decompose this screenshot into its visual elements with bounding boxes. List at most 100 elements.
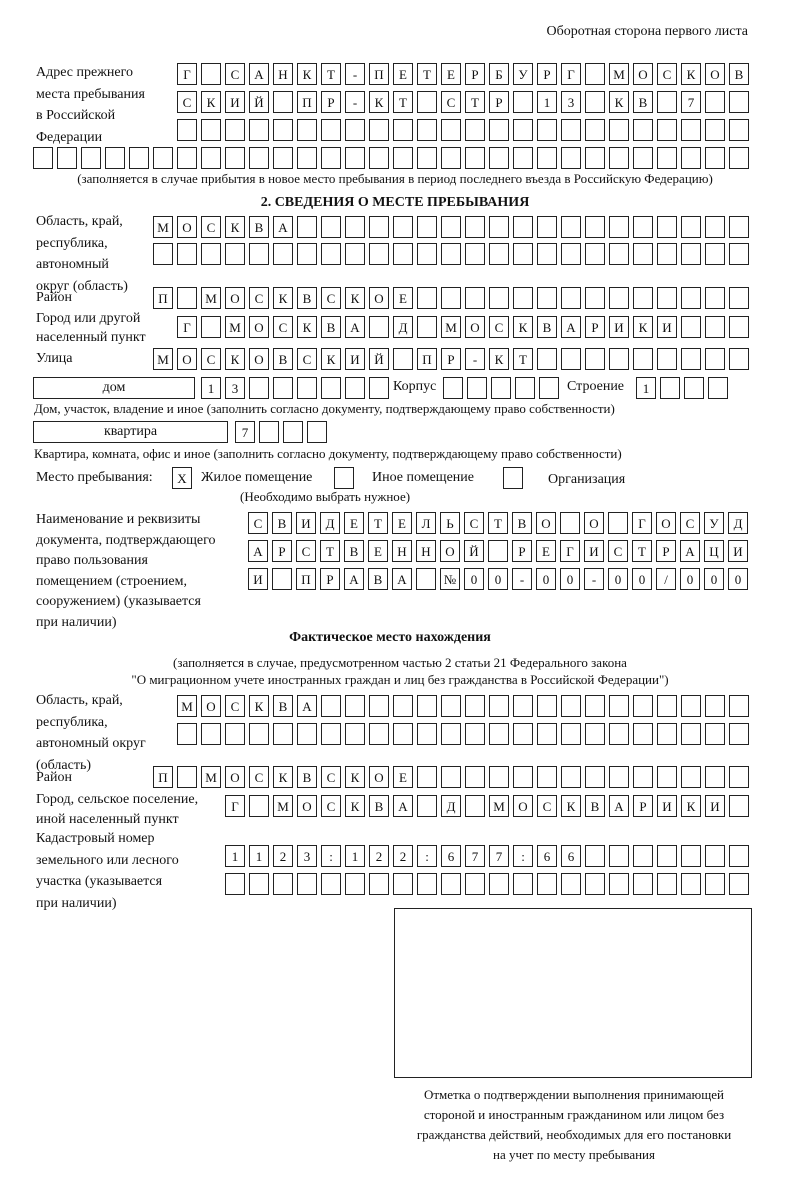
char-cell[interactable] xyxy=(609,287,629,309)
char-cell[interactable]: 2 xyxy=(393,845,413,867)
char-cell[interactable]: У xyxy=(513,63,533,85)
char-cell[interactable] xyxy=(585,147,605,169)
char-cell[interactable] xyxy=(585,695,605,717)
char-cell[interactable] xyxy=(321,243,341,265)
char-cell[interactable]: А xyxy=(680,540,700,562)
char-cell[interactable]: В xyxy=(273,348,293,370)
char-cell[interactable]: С xyxy=(296,540,316,562)
char-cell[interactable]: И xyxy=(248,568,268,590)
char-cell[interactable] xyxy=(681,766,701,788)
char-cell[interactable] xyxy=(681,845,701,867)
char-cell[interactable]: Д xyxy=(393,316,413,338)
char-cell[interactable]: : xyxy=(417,845,437,867)
char-cell[interactable] xyxy=(657,348,677,370)
char-cell[interactable]: В xyxy=(368,568,388,590)
char-cell[interactable] xyxy=(489,147,509,169)
char-cell[interactable]: В xyxy=(369,795,389,817)
char-cell[interactable]: Е xyxy=(536,540,556,562)
char-cell[interactable]: 0 xyxy=(488,568,508,590)
char-cell[interactable]: Т xyxy=(320,540,340,562)
char-cell[interactable] xyxy=(537,873,557,895)
char-cell[interactable]: К xyxy=(561,795,581,817)
char-cell[interactable] xyxy=(321,873,341,895)
char-cell[interactable] xyxy=(708,377,728,399)
char-cell[interactable] xyxy=(273,873,293,895)
char-cell[interactable] xyxy=(513,766,533,788)
char-cell[interactable] xyxy=(201,243,221,265)
char-cell[interactable] xyxy=(369,119,389,141)
char-cell[interactable] xyxy=(225,243,245,265)
char-cell[interactable] xyxy=(417,723,437,745)
char-cell[interactable] xyxy=(417,873,437,895)
char-cell[interactable]: О xyxy=(656,512,676,534)
char-cell[interactable] xyxy=(609,873,629,895)
char-cell[interactable] xyxy=(417,147,437,169)
char-cell[interactable] xyxy=(393,873,413,895)
char-cell[interactable] xyxy=(537,119,557,141)
char-cell[interactable] xyxy=(513,243,533,265)
char-cell[interactable]: О xyxy=(201,695,221,717)
char-cell[interactable] xyxy=(441,216,461,238)
char-cell[interactable] xyxy=(321,119,341,141)
char-cell[interactable]: И xyxy=(657,795,677,817)
char-cell[interactable]: О xyxy=(705,63,725,85)
char-cell[interactable]: П xyxy=(417,348,437,370)
char-cell[interactable]: Р xyxy=(656,540,676,562)
char-cell[interactable] xyxy=(489,695,509,717)
char-cell[interactable]: Е xyxy=(393,287,413,309)
char-cell[interactable] xyxy=(443,377,463,399)
char-cell[interactable] xyxy=(657,723,677,745)
char-cell[interactable]: М xyxy=(177,695,197,717)
char-cell[interactable]: Р xyxy=(441,348,461,370)
char-cell[interactable] xyxy=(345,873,365,895)
char-cell[interactable] xyxy=(705,348,725,370)
char-cell[interactable] xyxy=(608,512,628,534)
char-cell[interactable] xyxy=(633,216,653,238)
char-cell[interactable] xyxy=(513,723,533,745)
char-cell[interactable]: О xyxy=(249,316,269,338)
char-cell[interactable] xyxy=(537,147,557,169)
char-cell[interactable]: 3 xyxy=(297,845,317,867)
char-cell[interactable]: Т xyxy=(488,512,508,534)
char-cell[interactable] xyxy=(729,91,749,113)
char-cell[interactable] xyxy=(81,147,101,169)
char-cell[interactable] xyxy=(369,316,389,338)
char-cell[interactable]: К xyxy=(297,63,317,85)
char-cell[interactable] xyxy=(729,766,749,788)
char-cell[interactable] xyxy=(465,723,485,745)
char-cell[interactable] xyxy=(489,216,509,238)
char-cell[interactable]: О xyxy=(633,63,653,85)
char-cell[interactable] xyxy=(681,243,701,265)
char-cell[interactable] xyxy=(417,766,437,788)
char-cell[interactable] xyxy=(681,723,701,745)
char-cell[interactable] xyxy=(393,119,413,141)
char-cell[interactable] xyxy=(513,873,533,895)
apartment-number-field[interactable]: 7 xyxy=(235,421,327,443)
char-cell[interactable]: О xyxy=(297,795,317,817)
char-cell[interactable] xyxy=(369,243,389,265)
char-cell[interactable]: Е xyxy=(392,512,412,534)
char-cell[interactable] xyxy=(321,377,341,399)
char-cell[interactable]: А xyxy=(392,568,412,590)
char-cell[interactable] xyxy=(729,147,749,169)
char-cell[interactable]: С xyxy=(225,63,245,85)
char-cell[interactable]: М xyxy=(273,795,293,817)
char-cell[interactable] xyxy=(177,287,197,309)
char-cell[interactable]: С xyxy=(201,348,221,370)
checkbox-other-premises[interactable] xyxy=(334,467,354,489)
char-cell[interactable] xyxy=(561,119,581,141)
char-cell[interactable]: Й xyxy=(369,348,389,370)
char-cell[interactable]: 2 xyxy=(273,845,293,867)
char-cell[interactable] xyxy=(729,723,749,745)
char-cell[interactable] xyxy=(249,119,269,141)
char-cell[interactable]: И xyxy=(296,512,316,534)
char-cell[interactable]: С xyxy=(273,316,293,338)
char-cell[interactable] xyxy=(657,845,677,867)
char-cell[interactable]: 1 xyxy=(537,91,557,113)
char-cell[interactable]: А xyxy=(344,568,364,590)
char-cell[interactable] xyxy=(585,845,605,867)
